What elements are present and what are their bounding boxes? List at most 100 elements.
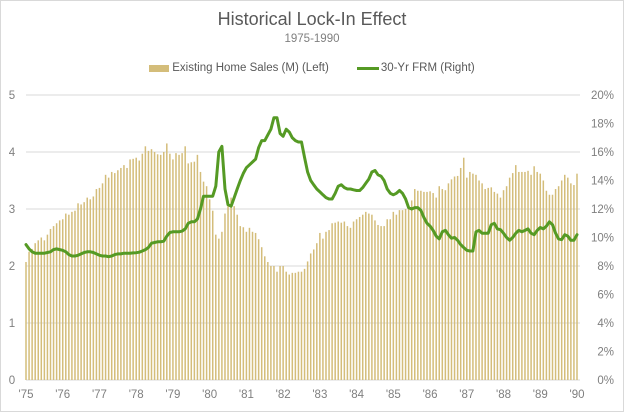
bar-home-sales — [291, 272, 294, 380]
bar-home-sales — [349, 227, 352, 380]
bar-home-sales — [377, 224, 379, 380]
bar-home-sales — [288, 274, 291, 380]
bar-home-sales — [74, 210, 76, 380]
bar-home-sales — [466, 177, 468, 380]
bar-home-sales — [199, 171, 202, 380]
y-right-tick-label: 18% — [591, 119, 614, 131]
bar-home-sales — [414, 189, 416, 380]
bar-home-sales — [331, 223, 333, 380]
x-tick-label: '79 — [165, 389, 180, 401]
bar-home-sales — [423, 191, 425, 380]
bar-home-sales — [52, 226, 55, 380]
bar-home-sales — [89, 199, 92, 380]
bar-home-sales — [101, 183, 104, 380]
bar-home-sales — [282, 266, 284, 380]
bar-home-sales — [184, 146, 186, 380]
bar-home-sales — [98, 187, 101, 380]
bar-home-sales — [542, 180, 545, 380]
bar-home-sales — [404, 209, 407, 380]
bar-home-sales — [242, 227, 245, 380]
legend-item-home-sales: Existing Home Sales (M) (Left) — [149, 62, 329, 74]
y-right-tick-label: 6% — [597, 290, 614, 302]
bar-home-sales — [576, 173, 578, 380]
legend-label-home-sales: Existing Home Sales (M) (Left) — [172, 62, 329, 74]
bar-home-sales — [355, 219, 358, 380]
bar-home-sales — [515, 165, 517, 380]
bar-home-sales — [159, 154, 162, 380]
bar-home-sales — [156, 154, 159, 380]
x-tick-label: '76 — [55, 389, 70, 401]
bar-home-sales — [294, 272, 297, 380]
bar-home-sales — [570, 183, 572, 380]
bar-home-sales — [178, 154, 180, 380]
bar-home-sales — [181, 153, 183, 380]
bar-home-sales — [435, 197, 437, 380]
bar-home-sales — [481, 183, 483, 380]
bar-home-sales — [144, 146, 147, 380]
bar-home-sales — [545, 190, 548, 380]
x-tick-label: '86 — [423, 389, 438, 401]
bar-home-sales — [264, 256, 266, 380]
y-right-tick-label: 8% — [597, 261, 614, 273]
bar-home-sales — [346, 226, 349, 380]
legend-label-frm: 30-Yr FRM (Right) — [380, 62, 475, 74]
legend-item-frm: 30-Yr FRM (Right) — [356, 62, 475, 74]
bar-home-sales — [117, 170, 119, 380]
x-tick-label: '87 — [459, 389, 474, 401]
bar-home-sales — [325, 231, 327, 380]
bar-home-sales — [123, 165, 125, 380]
x-tick-label: '77 — [92, 389, 107, 401]
bar-home-sales — [248, 227, 251, 380]
bar-home-sales — [104, 174, 107, 380]
bar-home-sales — [65, 213, 67, 380]
bar-home-sales — [496, 193, 499, 380]
bar-home-sales — [55, 223, 58, 380]
bar-home-sales — [163, 152, 165, 380]
bar-home-sales — [374, 220, 376, 380]
bar-home-sales — [380, 226, 382, 380]
bar-home-sales — [279, 266, 281, 380]
bar-home-sales — [267, 262, 269, 380]
bar-home-sales — [508, 177, 511, 380]
chart-subtitle: 1975-1990 — [284, 33, 340, 45]
y-right-tick-label: 2% — [597, 347, 614, 359]
bar-home-sales — [58, 220, 61, 380]
bar-home-sales — [31, 248, 33, 380]
bar-home-sales — [120, 167, 122, 380]
y-left-tick-label: 2 — [9, 261, 15, 273]
bar-home-sales — [141, 153, 144, 380]
bar-home-sales — [401, 210, 404, 380]
bar-home-sales — [297, 271, 300, 380]
bar-home-sales — [459, 167, 462, 380]
bar-home-sales — [190, 162, 193, 380]
bar-home-sales — [536, 171, 538, 380]
bar-home-sales — [490, 187, 493, 380]
bar-home-sales — [368, 213, 370, 380]
bar-home-sales — [285, 271, 287, 380]
x-tick-label: '78 — [129, 389, 144, 401]
bar-home-sales — [95, 189, 98, 380]
y-right-tick-label: 12% — [591, 204, 614, 216]
bar-home-sales — [560, 180, 563, 380]
bar-home-sales — [487, 187, 489, 380]
bar-home-sales — [462, 157, 465, 380]
bar-home-sales — [533, 166, 535, 380]
bar-home-sales — [126, 167, 128, 380]
legend: Existing Home Sales (M) (Left) 30-Yr FRM… — [0, 62, 624, 74]
x-tick-label: '88 — [496, 389, 511, 401]
bar-home-sales — [343, 221, 346, 380]
legend-swatch-bar — [149, 64, 170, 72]
bar-home-sales — [80, 204, 82, 380]
bar-home-sales — [303, 268, 306, 380]
bar-home-sales — [215, 234, 217, 380]
bar-home-sales — [86, 197, 88, 380]
bar-home-sales — [110, 171, 113, 380]
bar-home-sales — [107, 177, 110, 380]
y-left-tick-label: 4 — [9, 147, 16, 159]
bar-home-sales — [392, 211, 395, 380]
bar-home-sales — [92, 196, 95, 380]
bar-home-sales — [273, 266, 275, 380]
legend-swatch-line — [356, 66, 379, 70]
bar-home-sales — [129, 159, 131, 380]
